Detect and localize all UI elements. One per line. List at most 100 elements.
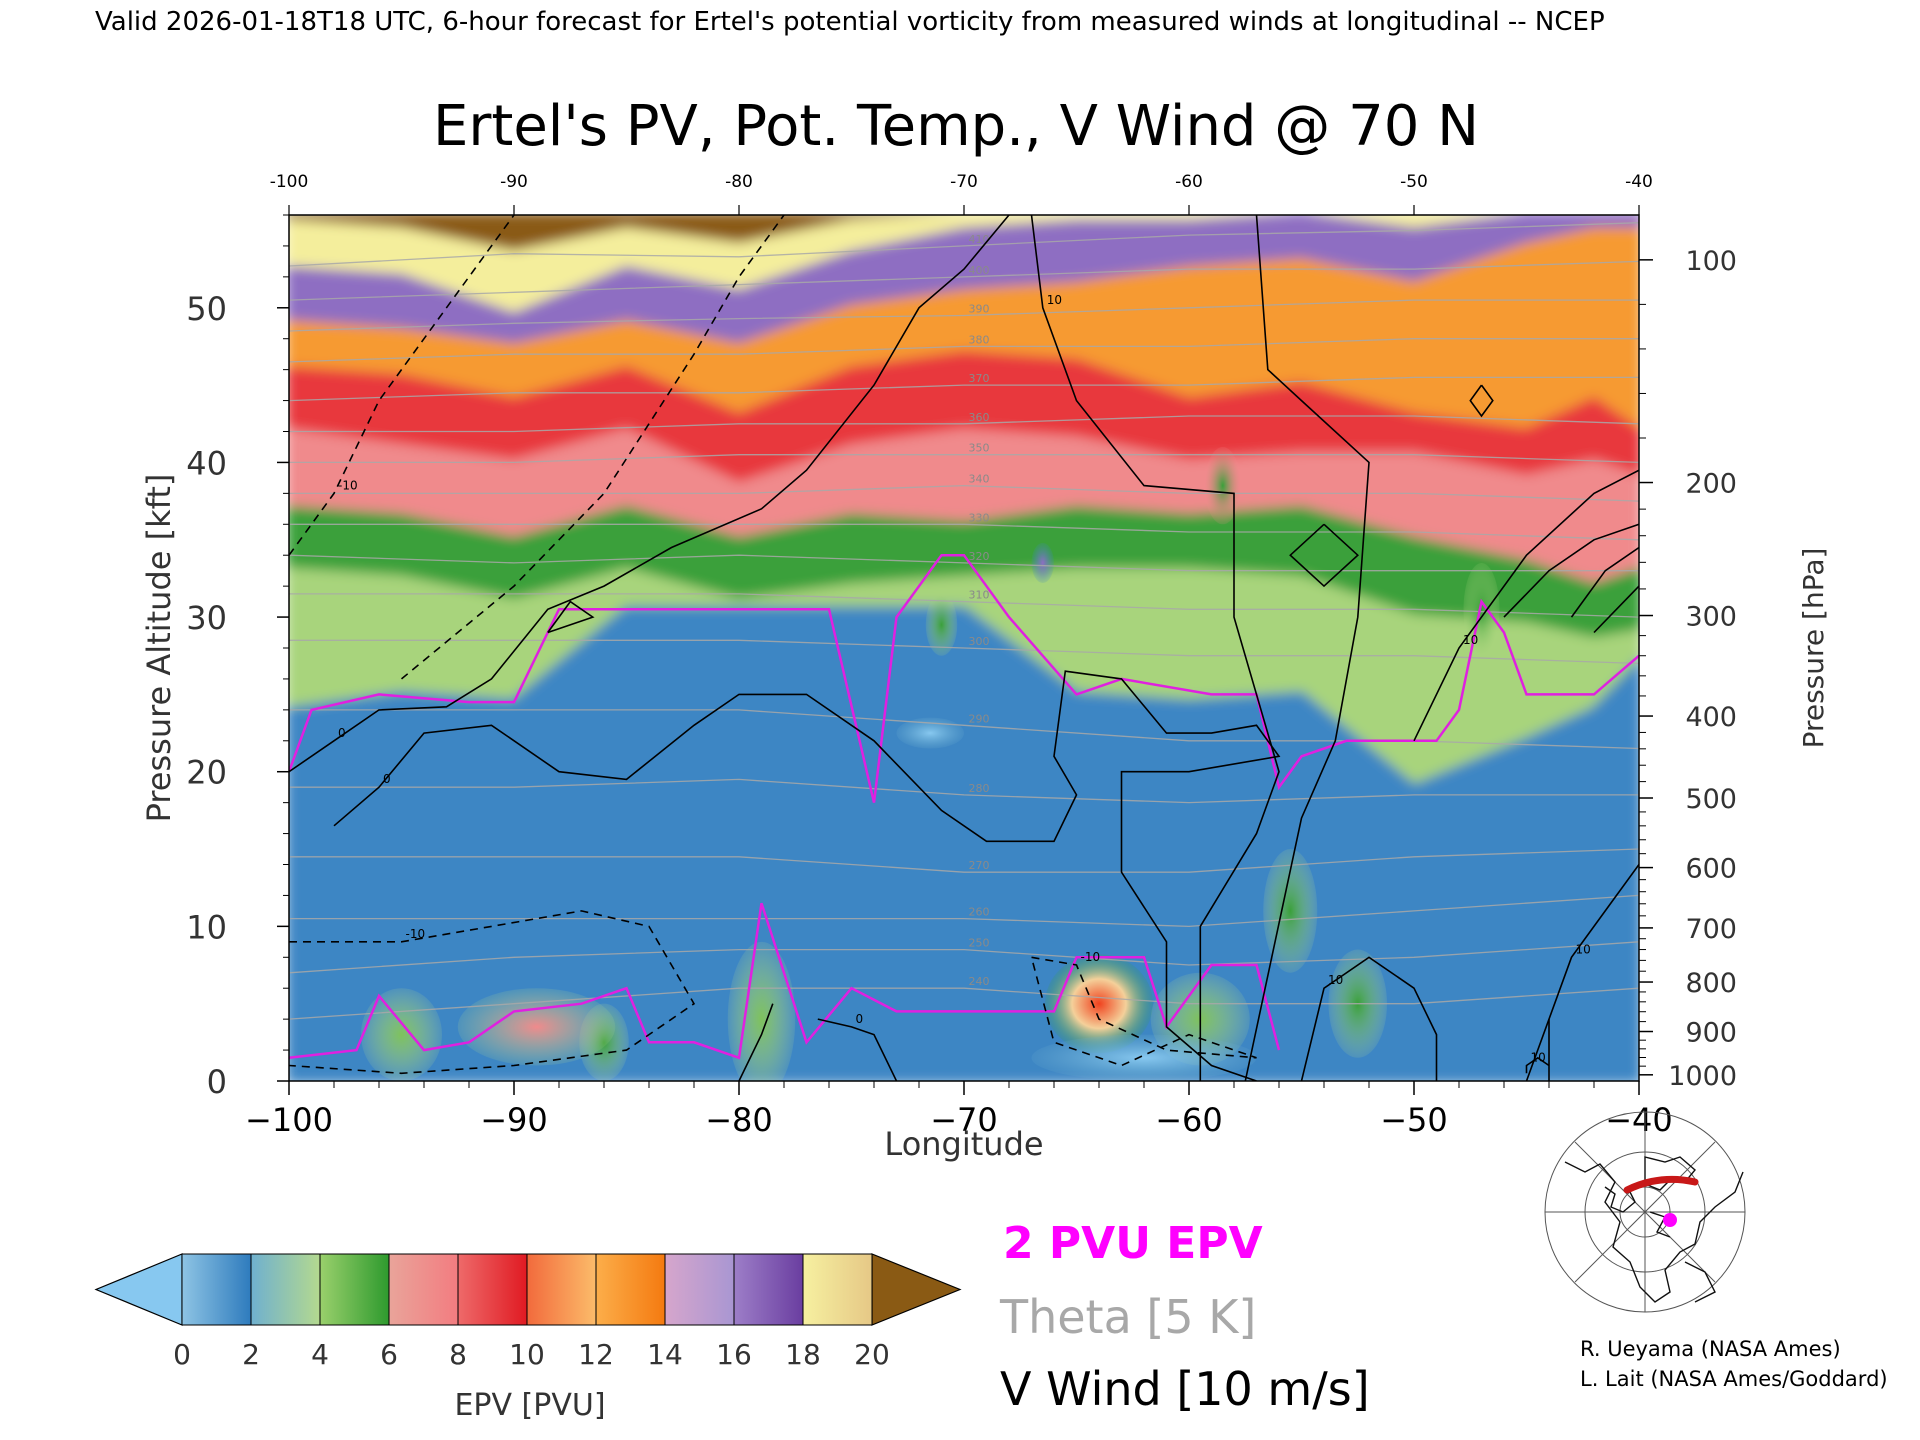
y-axis-right: 100 200 300 400 500 600 700 800 900 1000 — [1639, 246, 1737, 1092]
vwind-label-13: -10 — [406, 927, 426, 941]
vwind-contour-0 — [289, 215, 1010, 773]
vwind-label-14: -10 — [1081, 950, 1101, 964]
x-tick-label-bottom: −100 — [245, 1101, 333, 1139]
epv-blob-12 — [1204, 446, 1241, 525]
epv-2pvu-contours — [289, 553, 1639, 1060]
x-tick-label-bottom: −80 — [705, 1101, 773, 1139]
y-tick-label-left: 0 — [207, 1063, 227, 1101]
vwind-label-0: 0 — [338, 726, 346, 740]
chart-title: Ertel's PV, Pot. Temp., V Wind @ 70 N — [433, 94, 1479, 159]
y-axis-label: Pressure Altitude [kft] — [140, 474, 178, 823]
colorbar-tick-label: 18 — [785, 1338, 821, 1371]
theta-label-380: 380 — [969, 333, 990, 346]
epv-2pvu-upper-line — [289, 553, 1639, 803]
colorbar-over-arrow — [871, 1253, 962, 1326]
theta-contours: 410 400 390 380 370 360 350 340 330 320 310 300 290 2… — [289, 222, 1639, 1020]
epv-blob-7 — [457, 988, 616, 1066]
pressure-tick-label: 500 — [1685, 784, 1737, 815]
x-tick-label-bottom: −60 — [1155, 1101, 1223, 1139]
theta-contour-300 — [289, 639, 1639, 665]
x-tick-label-bottom: −50 — [1380, 1101, 1448, 1139]
vwind-label-2: 10 — [1047, 293, 1062, 307]
vwind-contour-7 — [1503, 523, 1639, 618]
epv-blob-6 — [361, 988, 442, 1081]
pressure-tick-label: 1000 — [1668, 1061, 1737, 1092]
colorbar: 0 2 4 6 8 10 12 14 16 18 20 — [94, 1253, 962, 1371]
transect-line — [1623, 1175, 1699, 1194]
theta-contour-370 — [289, 376, 1639, 402]
theta-label-290: 290 — [969, 712, 990, 725]
x-tick-label-top: -70 — [950, 172, 978, 192]
theta-label-270: 270 — [969, 859, 990, 872]
vwind-contour-15 — [817, 1018, 898, 1081]
x-tick-label-top: -90 — [500, 172, 528, 192]
credit-line-1: R. Ueyama (NASA Ames) — [1580, 1337, 1841, 1361]
theta-contour-380 — [289, 338, 1639, 363]
x-tick-label-top: -60 — [1175, 172, 1203, 192]
vwind-contour-8 — [1570, 546, 1639, 618]
vwind-contour-10 — [289, 215, 515, 556]
theta-contour-330 — [289, 523, 1639, 541]
theta-label-250: 250 — [969, 937, 990, 950]
colorbar-tick-label: 4 — [311, 1338, 329, 1371]
x-tick-label-top: -100 — [270, 172, 309, 192]
theta-label-260: 260 — [969, 906, 990, 919]
epv-blob-9 — [1031, 1034, 1257, 1081]
theta-contour-240 — [289, 987, 1639, 1020]
theta-label-310: 310 — [969, 589, 990, 602]
colorbar-segment-6 — [595, 1253, 666, 1326]
theta-label-370: 370 — [969, 372, 990, 385]
theta-label-350: 350 — [969, 442, 990, 455]
theta-label-300: 300 — [969, 635, 990, 648]
pressure-tick-label: 700 — [1685, 914, 1737, 945]
colorbar-tick-label: 2 — [242, 1338, 260, 1371]
vwind-contour-14 — [1030, 956, 1257, 1067]
epv-blob-8 — [896, 717, 964, 749]
colorbar-segment-9 — [802, 1253, 873, 1326]
theta-contour-260 — [289, 894, 1639, 928]
y-tick-label-left: 40 — [186, 444, 227, 482]
vwind-label-10: -10 — [338, 478, 358, 492]
vwind-contour-9 — [1593, 585, 1639, 634]
vwind-contour-5 — [1469, 384, 1494, 418]
vwind-contour-20 — [1525, 1056, 1550, 1074]
colorbar-segment-7 — [664, 1253, 735, 1326]
colorbar-tick-label: 14 — [647, 1338, 683, 1371]
theta-label-400: 400 — [969, 264, 990, 277]
epv-blob-13 — [1463, 562, 1500, 656]
theta-label-360: 360 — [969, 411, 990, 424]
theta-contour-250 — [289, 941, 1639, 974]
vwind-contour-2 — [1030, 215, 1280, 1081]
epv-blob-3 — [727, 941, 796, 1081]
theta-label-410: 410 — [969, 233, 990, 246]
epv-blob-0 — [1045, 954, 1153, 1054]
pressure-tick-label: 400 — [1685, 702, 1737, 733]
x-tick-label-bottom: −70 — [930, 1101, 998, 1139]
vwind-contour-16 — [738, 1003, 774, 1081]
vwind-contour-17 — [1300, 956, 1438, 1081]
map-coastlines — [1564, 1156, 1744, 1303]
header-text: Valid 2026-01-18T18 UTC, 6-hour forecast… — [95, 7, 1605, 37]
x-tick-label-bottom: −40 — [1605, 1101, 1673, 1139]
theta-label-280: 280 — [969, 782, 990, 795]
x-axis-bottom: −100 −90 −80 −70 −60 −50 −40 — [245, 1081, 1673, 1139]
colorbar-segment-8 — [733, 1253, 804, 1326]
x-axis-label: Longitude — [884, 1125, 1043, 1163]
vwind-contour-11 — [400, 215, 785, 680]
colorbar-label: EPV [PVU] — [454, 1388, 605, 1423]
vwind-label-20: 10 — [1531, 1051, 1546, 1065]
vwind-contour-12 — [547, 600, 595, 634]
vwind-label-15: 0 — [856, 1012, 864, 1026]
x-tick-label-top: -50 — [1400, 172, 1428, 192]
vwind-contour-1 — [333, 670, 1281, 1081]
vwind-label-17: 10 — [1328, 973, 1343, 987]
vwind-contour-3 — [1244, 215, 1370, 1081]
colorbar-tick-label: 8 — [449, 1338, 467, 1371]
map-graticule — [1544, 1111, 1746, 1313]
y-tick-label-left: 10 — [186, 908, 227, 946]
colorbar-segment-0 — [181, 1253, 252, 1326]
pressure-tick-label: 200 — [1685, 469, 1737, 500]
colorbar-tick-label: 10 — [509, 1338, 545, 1371]
theta-label-330: 330 — [969, 511, 990, 524]
